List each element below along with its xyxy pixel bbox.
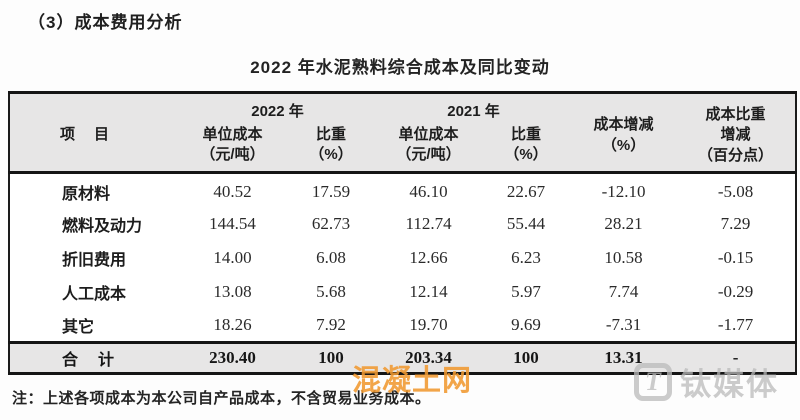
cell-share-2022: 5.68	[286, 274, 377, 309]
cell-share-change: -1.77	[676, 308, 797, 343]
cell-share-2021: 9.69	[481, 308, 572, 343]
cell-cost-change: 10.58	[571, 240, 677, 275]
row-label: 人工成本	[9, 274, 179, 309]
total-share-2022: 100	[286, 341, 377, 375]
cell-unit-cost-2021: 46.10	[376, 172, 482, 207]
row-label: 燃料及动力	[9, 206, 179, 241]
total-cost-change: 13.31	[571, 341, 677, 375]
cell-unit-cost-2021: 19.70	[376, 308, 482, 343]
total-unit-cost-2022: 230.40	[179, 341, 286, 375]
cell-share-2022: 6.08	[286, 240, 377, 275]
header-group-2021: 2021 年	[376, 91, 572, 125]
table-row: 折旧费用 14.00 6.08 12.66 6.23 10.58 -0.15	[9, 240, 797, 275]
total-unit-cost-2021: 203.34	[376, 341, 482, 375]
table-row: 原材料 40.52 17.59 46.10 22.67 -12.10 -5.08	[9, 172, 797, 207]
table-header: 项 目 2022 年 2021 年 成本增减 （%） 成本比重 增减 （百分点）…	[9, 91, 797, 174]
header-share-2022: 比重 （%）	[286, 124, 377, 174]
total-share-change: -	[676, 341, 797, 375]
footnote: 注：上述各项成本为本公司自产品成本，不含贸易业务成本。	[12, 390, 431, 407]
header-unit-cost-2021: 单位成本 （元/吨）	[376, 124, 482, 174]
header-group-2022: 2022 年	[179, 91, 377, 125]
header-unit-cost-2022: 单位成本 （元/吨）	[179, 124, 286, 174]
cell-share-change: -5.08	[676, 172, 797, 207]
header-share-change: 成本比重 增减 （百分点）	[676, 91, 797, 174]
table-row: 人工成本 13.08 5.68 12.14 5.97 7.74 -0.29	[9, 274, 797, 309]
cell-unit-cost-2021: 12.66	[376, 240, 482, 275]
cell-share-2022: 7.92	[286, 308, 377, 343]
cost-table: 项 目 2022 年 2021 年 成本增减 （%） 成本比重 增减 （百分点）…	[8, 91, 798, 375]
table-footer: 合 计 230.40 100 203.34 100 13.31 -	[9, 341, 797, 375]
cell-share-2021: 5.97	[481, 274, 572, 309]
cell-share-change: 7.29	[676, 206, 797, 241]
cell-share-2021: 22.67	[481, 172, 572, 207]
cell-share-2022: 17.59	[286, 172, 377, 207]
cell-unit-cost-2022: 18.26	[179, 308, 286, 343]
cell-cost-change: 7.74	[571, 274, 677, 309]
table-row: 燃料及动力 144.54 62.73 112.74 55.44 28.21 7.…	[9, 206, 797, 241]
cell-share-change: -0.15	[676, 240, 797, 275]
cell-unit-cost-2022: 13.08	[179, 274, 286, 309]
cell-share-change: -0.29	[676, 274, 797, 309]
cell-unit-cost-2021: 12.14	[376, 274, 482, 309]
cell-unit-cost-2022: 40.52	[179, 172, 286, 207]
header-item: 项 目	[9, 91, 179, 174]
total-row: 合 计 230.40 100 203.34 100 13.31 -	[9, 341, 797, 375]
row-label: 其它	[9, 308, 179, 343]
table-row: 其它 18.26 7.92 19.70 9.69 -7.31 -1.77	[9, 308, 797, 343]
total-label: 合 计	[9, 341, 179, 375]
header-cost-change: 成本增减 （%）	[571, 91, 677, 174]
section-heading: （3）成本费用分析	[28, 13, 183, 32]
cell-unit-cost-2022: 144.54	[179, 206, 286, 241]
cell-share-2021: 55.44	[481, 206, 572, 241]
cell-unit-cost-2021: 112.74	[376, 206, 482, 241]
cell-unit-cost-2022: 14.00	[179, 240, 286, 275]
cell-share-2021: 6.23	[481, 240, 572, 275]
table-title: 2022 年水泥熟料综合成本及同比变动	[250, 58, 550, 77]
cell-share-2022: 62.73	[286, 206, 377, 241]
header-share-2021: 比重 （%）	[481, 124, 572, 174]
cell-cost-change: -7.31	[571, 308, 677, 343]
cell-cost-change: -12.10	[571, 172, 677, 207]
cell-cost-change: 28.21	[571, 206, 677, 241]
total-share-2021: 100	[481, 341, 572, 375]
table-body: 原材料 40.52 17.59 46.10 22.67 -12.10 -5.08…	[9, 172, 797, 343]
row-label: 原材料	[9, 172, 179, 207]
row-label: 折旧费用	[9, 240, 179, 275]
